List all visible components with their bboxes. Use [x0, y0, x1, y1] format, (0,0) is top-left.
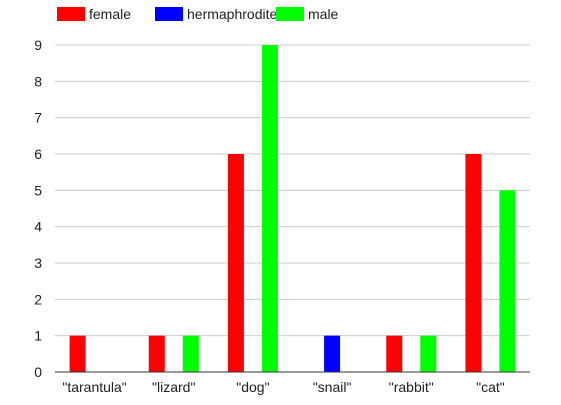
- bars: [69, 45, 516, 372]
- gridlines: [55, 44, 530, 337]
- legend: female hermaphrodite male: [57, 6, 339, 22]
- legend-swatch-male: [276, 7, 304, 21]
- bar-male-5: [499, 190, 516, 372]
- y-tick-label: 2: [34, 291, 42, 307]
- y-tick-label: 8: [34, 73, 42, 89]
- y-tick-label: 7: [34, 110, 42, 126]
- y-tick-label: 3: [34, 255, 42, 271]
- y-tick-label: 6: [34, 146, 42, 162]
- bar-female-4: [386, 335, 403, 372]
- bar-female-0: [69, 335, 86, 372]
- x-tick-label: "rabbit": [389, 379, 434, 395]
- bar-male-4: [420, 335, 437, 372]
- x-tick-label: "tarantula": [62, 379, 126, 395]
- x-tick-label: "lizard": [152, 379, 195, 395]
- legend-label-hermaphrodite: hermaphrodite: [187, 6, 277, 22]
- bar-female-1: [148, 335, 165, 372]
- bar-hermaphrodite-3: [324, 335, 341, 372]
- bar-male-1: [182, 335, 199, 372]
- y-tick-label: 9: [34, 37, 42, 53]
- x-axis-ticks: "tarantula" "lizard" "dog" "snail" "rabbit" "…: [62, 379, 504, 395]
- bar-male-2: [261, 45, 278, 372]
- x-tick-label: "dog": [236, 379, 269, 395]
- x-tick-label: "cat": [476, 379, 505, 395]
- y-tick-label: 4: [34, 219, 42, 235]
- legend-swatch-female: [57, 7, 85, 21]
- bar-female-5: [465, 154, 482, 372]
- y-axis-ticks: 0 1 2 3 4 5 6 7 8 9: [34, 37, 42, 380]
- y-tick-label: 0: [34, 364, 42, 380]
- legend-swatch-hermaphrodite: [155, 7, 183, 21]
- bar-female-2: [227, 154, 244, 372]
- y-tick-label: 5: [34, 182, 42, 198]
- legend-label-female: female: [89, 6, 131, 22]
- x-tick-label: "snail": [313, 379, 352, 395]
- y-tick-label: 1: [34, 328, 42, 344]
- legend-label-male: male: [308, 6, 339, 22]
